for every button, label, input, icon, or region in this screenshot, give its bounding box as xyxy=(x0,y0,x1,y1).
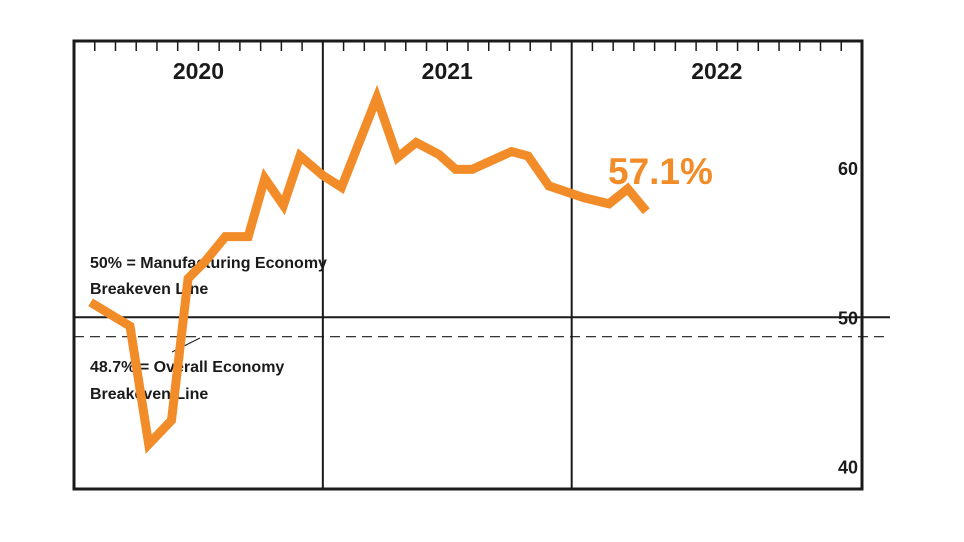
manufacturing-breakeven-annotation-line2: Breakeven Line xyxy=(90,281,208,298)
series-layer xyxy=(88,84,650,454)
year-label-2022: 2022 xyxy=(691,58,742,84)
reference-lines xyxy=(74,316,890,338)
month-ticks xyxy=(93,41,843,51)
year-label-2021: 2021 xyxy=(422,58,473,84)
y-tick-labels: 40 50 60 xyxy=(838,159,858,478)
latest-value-callout: 57.1% xyxy=(608,151,713,192)
pmi-series-line xyxy=(88,84,650,454)
y-tick-label-60: 60 xyxy=(838,159,858,179)
y-tick-label-50: 50 xyxy=(838,308,858,328)
year-labels: 2020 2021 2022 xyxy=(173,58,743,84)
year-label-2020: 2020 xyxy=(173,58,224,84)
overall-breakeven-annotation-line1: 48.7% = Overall Economy xyxy=(90,359,284,376)
grid-layer xyxy=(321,41,573,489)
overall-breakeven-annotation-line2: Breakeven Line xyxy=(90,386,208,403)
y-tick-label-40: 40 xyxy=(838,458,858,478)
